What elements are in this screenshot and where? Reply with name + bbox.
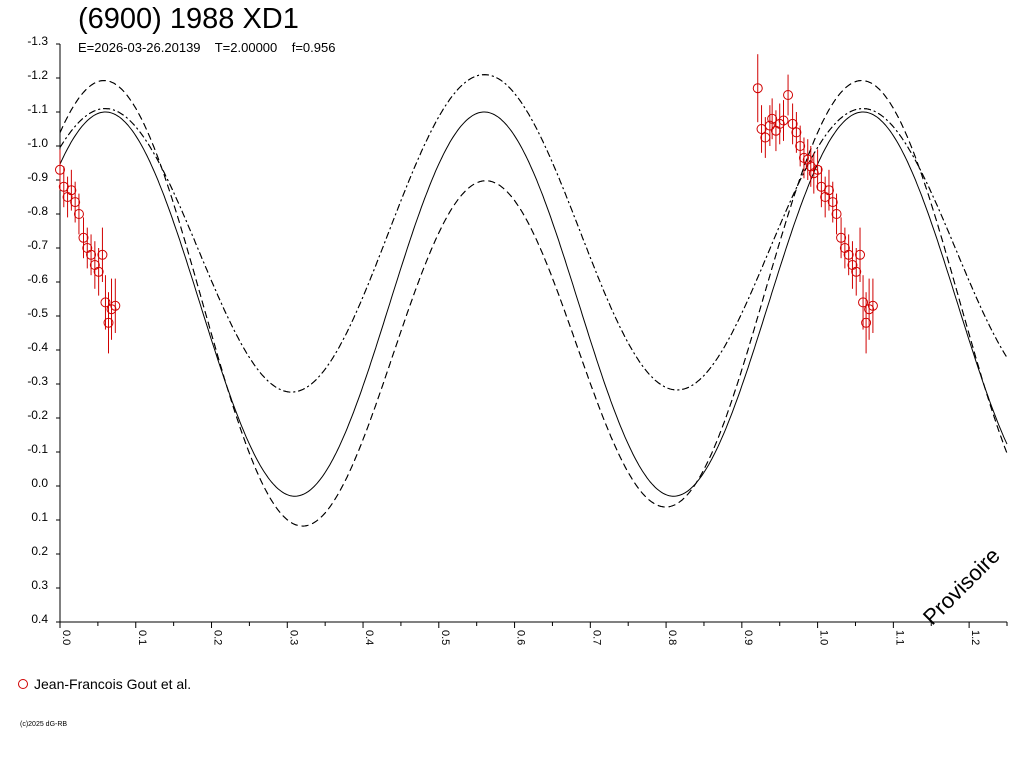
y-tick-label: -0.8 (27, 204, 48, 218)
x-tick-label: 0.0 (60, 630, 72, 645)
data-point (764, 120, 775, 131)
data-point (66, 185, 77, 196)
data-point (110, 300, 121, 311)
y-tick-label: -0.9 (27, 170, 48, 184)
data-point (827, 197, 838, 208)
y-tick-label: -0.5 (27, 306, 48, 320)
x-tick-label: 0.7 (590, 630, 602, 645)
data-point (55, 164, 65, 175)
data-point (100, 297, 111, 308)
legend-marker-circle (18, 679, 28, 689)
legend-label: Jean-Francois Gout et al. (34, 676, 192, 692)
data-point (756, 124, 767, 134)
chart-title: (6900) 1988 XD1 (78, 3, 299, 35)
x-tick-label: 0.3 (287, 630, 299, 645)
y-tick-label: -0.4 (27, 340, 48, 354)
y-tick-label: -0.7 (27, 238, 48, 252)
data-point (805, 161, 816, 172)
data-point (70, 197, 81, 208)
y-tick-label: -1.0 (27, 136, 48, 150)
data-point (791, 127, 802, 138)
model-curve-solid (59, 111, 1008, 497)
data-point (851, 266, 862, 277)
data-point (843, 249, 854, 260)
data-point (802, 154, 813, 165)
x-tick-label: 0.9 (742, 630, 754, 645)
data-point (106, 304, 117, 315)
x-tick-label: 0.1 (136, 630, 148, 645)
data-point (787, 118, 798, 129)
x-tick-label: 0.5 (439, 630, 451, 645)
data-point (783, 90, 794, 100)
data-point (93, 266, 104, 277)
y-tick-label: 0.3 (31, 578, 48, 592)
y-tick-label: -1.1 (27, 102, 48, 116)
data-point (78, 232, 89, 243)
x-tick-label: 1.1 (893, 630, 905, 645)
x-tick-label: 0.8 (666, 630, 678, 645)
data-point (861, 317, 872, 328)
model-curve-dashed (59, 79, 1008, 527)
data-point (867, 300, 878, 311)
data-point (831, 209, 842, 219)
data-point (752, 83, 763, 94)
data-point (774, 118, 785, 129)
y-tick-label: 0.4 (31, 612, 48, 626)
data-point (97, 249, 108, 260)
copyright-text: (c)2025 dG-RB (20, 721, 68, 728)
model-curve-dashdot (59, 74, 1008, 393)
y-tick-label: -1.3 (27, 34, 48, 48)
data-point (73, 209, 84, 219)
data-point (836, 232, 847, 243)
data-point (86, 249, 97, 260)
x-tick-label: 1.0 (818, 630, 830, 645)
data-point (855, 249, 866, 260)
data-point (812, 164, 823, 175)
chart-subtitle: E=2026-03-26.20139 T=2.00000 f=0.956 (78, 40, 336, 55)
y-tick-label: -0.3 (27, 374, 48, 388)
y-tick-label: -0.6 (27, 272, 48, 286)
model-curve-dashed (59, 79, 1008, 527)
data-point (858, 297, 869, 308)
data-point (808, 168, 819, 179)
x-tick-label: 1.2 (969, 630, 981, 645)
data-point (103, 317, 114, 328)
y-tick-label: -1.2 (27, 68, 48, 82)
x-tick-label: 0.2 (212, 630, 224, 645)
x-tick-label: 0.4 (363, 630, 375, 645)
y-tick-label: -0.2 (27, 408, 48, 422)
data-point (823, 185, 834, 196)
data-point (795, 141, 806, 151)
x-tick-label: 0.6 (515, 630, 527, 645)
y-tick-label: -0.1 (27, 442, 48, 456)
y-tick-label: 0.1 (31, 510, 48, 524)
data-point (767, 113, 778, 124)
data-point (864, 304, 875, 315)
legend: Jean-Francois Gout et al. (18, 675, 191, 693)
data-point (778, 115, 789, 126)
y-tick-label: 0.2 (31, 544, 48, 558)
y-tick-label: 0.0 (31, 476, 48, 490)
